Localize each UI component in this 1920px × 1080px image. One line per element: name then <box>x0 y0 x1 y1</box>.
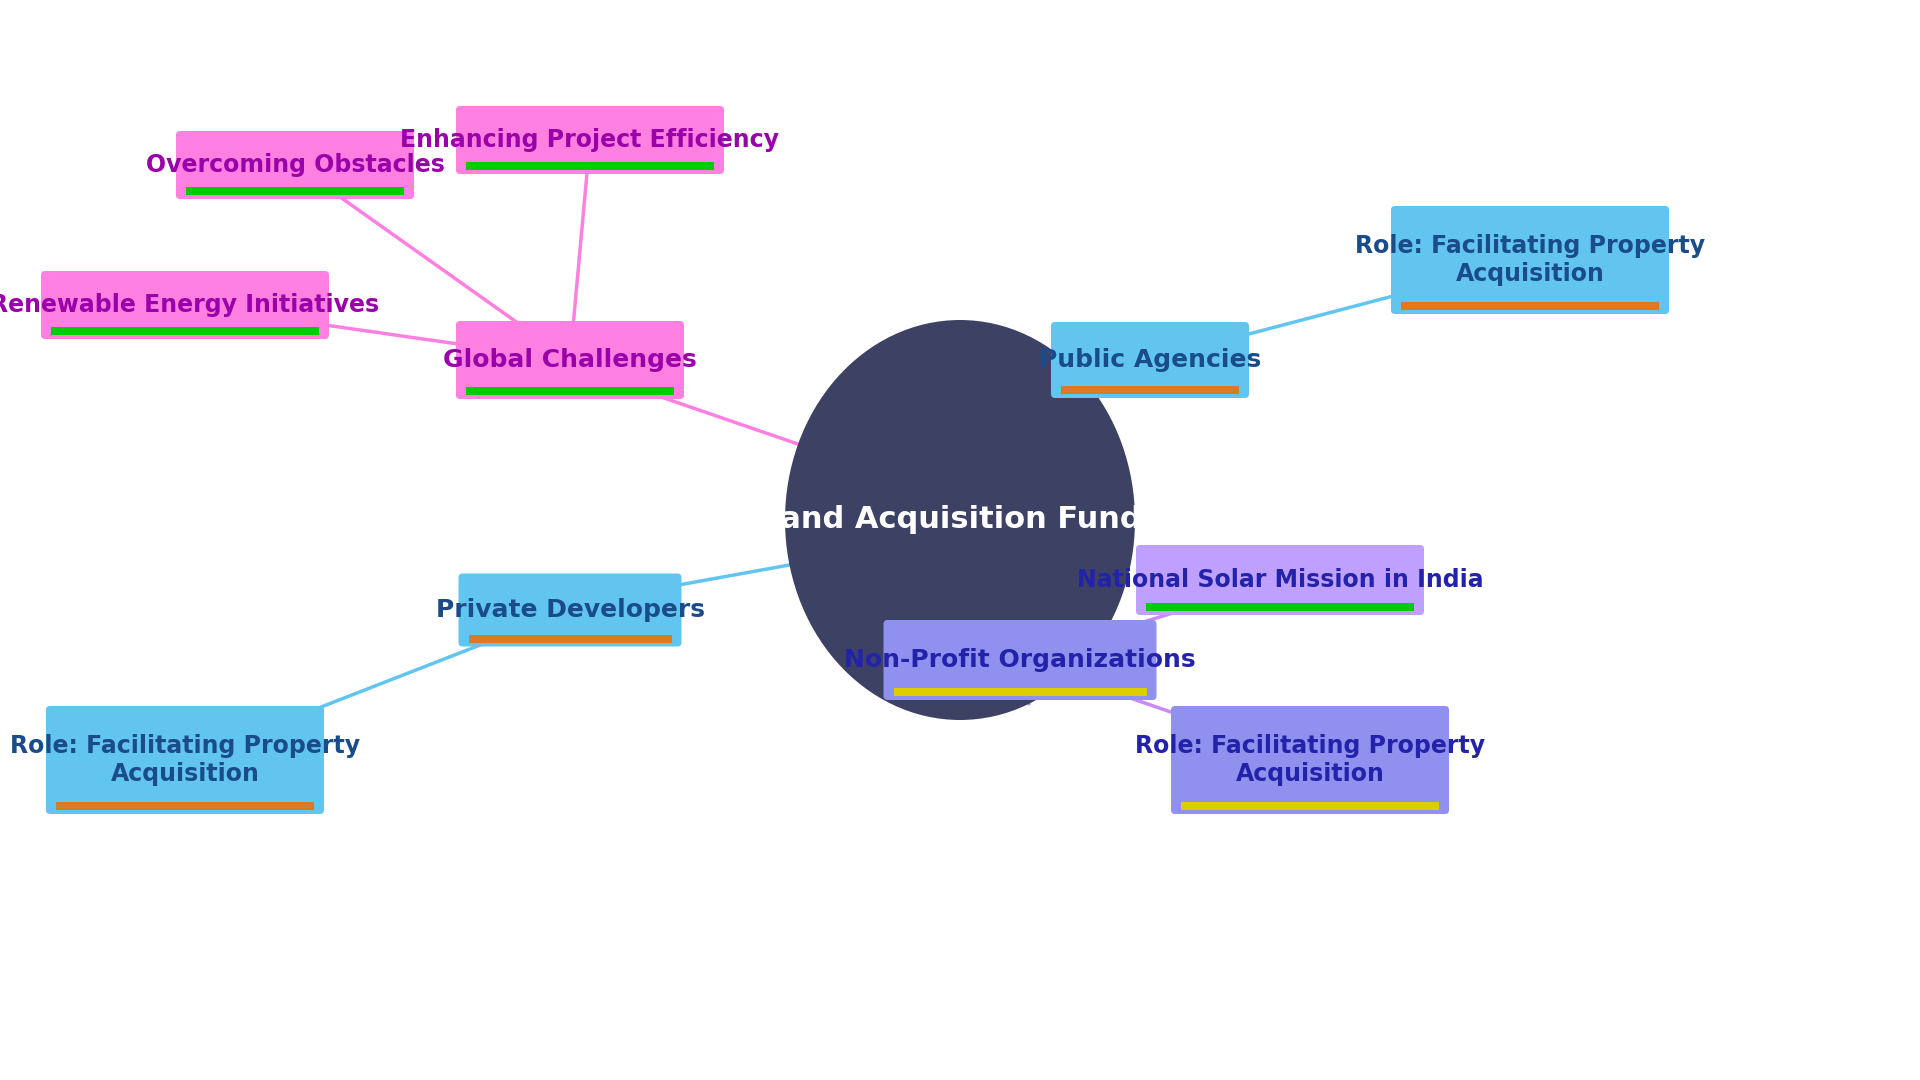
FancyBboxPatch shape <box>1171 706 1450 814</box>
Text: National Solar Mission in India: National Solar Mission in India <box>1077 568 1484 592</box>
FancyBboxPatch shape <box>883 620 1156 700</box>
Bar <box>1146 603 1413 611</box>
Text: Role: Facilitating Property
Acquisition: Role: Facilitating Property Acquisition <box>1135 734 1484 786</box>
Text: Global Challenges: Global Challenges <box>444 348 697 372</box>
Bar <box>467 387 674 395</box>
Bar <box>467 162 714 170</box>
FancyBboxPatch shape <box>457 321 684 399</box>
Bar <box>468 634 672 643</box>
Text: Role: Facilitating Property
Acquisition: Role: Facilitating Property Acquisition <box>10 734 361 786</box>
FancyBboxPatch shape <box>457 106 724 174</box>
Text: Enhancing Project Efficiency: Enhancing Project Efficiency <box>401 129 780 152</box>
Text: Renewable Energy Initiatives: Renewable Energy Initiatives <box>0 293 380 318</box>
FancyBboxPatch shape <box>1137 545 1425 615</box>
FancyBboxPatch shape <box>46 706 324 814</box>
Ellipse shape <box>785 320 1135 720</box>
Bar <box>1062 386 1238 394</box>
Text: Non-Profit Organizations: Non-Profit Organizations <box>845 648 1196 672</box>
Bar <box>186 187 403 195</box>
Text: Overcoming Obstacles: Overcoming Obstacles <box>146 153 444 177</box>
Text: Private Developers: Private Developers <box>436 598 705 622</box>
Text: Public Agencies: Public Agencies <box>1039 348 1261 372</box>
Bar <box>56 802 315 810</box>
FancyBboxPatch shape <box>459 573 682 647</box>
Bar <box>1181 802 1438 810</box>
FancyBboxPatch shape <box>40 271 328 339</box>
Text: Land Acquisition Funds: Land Acquisition Funds <box>760 505 1160 535</box>
Bar <box>893 688 1146 696</box>
Bar <box>52 327 319 335</box>
FancyBboxPatch shape <box>177 131 415 199</box>
Bar <box>1402 302 1659 310</box>
FancyBboxPatch shape <box>1050 322 1250 399</box>
FancyBboxPatch shape <box>1390 206 1668 314</box>
Text: Role: Facilitating Property
Acquisition: Role: Facilitating Property Acquisition <box>1356 234 1705 286</box>
